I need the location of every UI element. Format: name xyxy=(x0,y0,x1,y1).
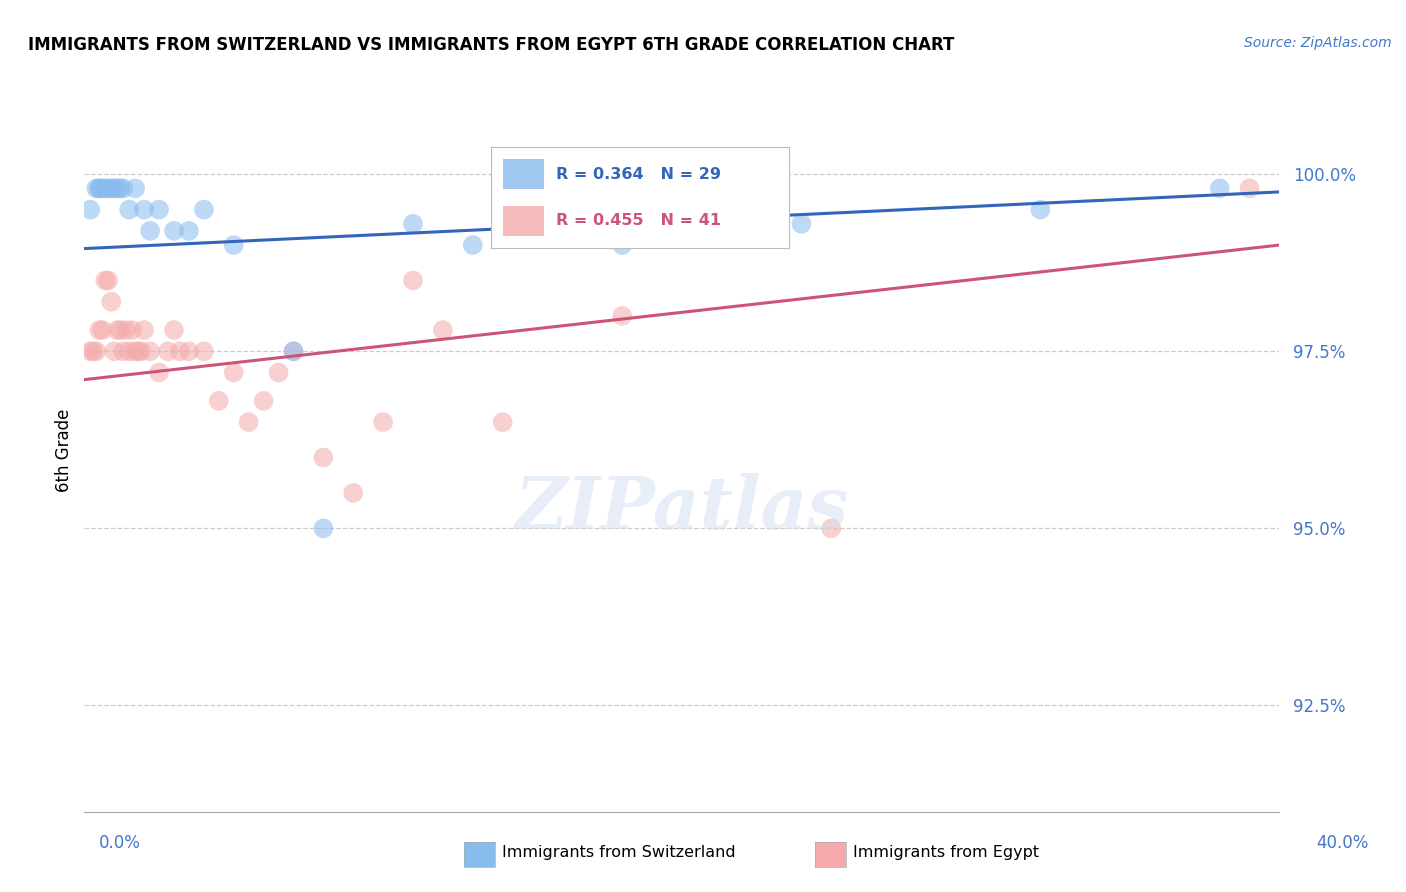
Point xyxy=(105,181,128,195)
Point xyxy=(110,181,132,195)
Y-axis label: 6th Grade: 6th Grade xyxy=(55,409,73,492)
Text: Source: ZipAtlas.com: Source: ZipAtlas.com xyxy=(1244,36,1392,50)
Point xyxy=(612,238,634,252)
Point xyxy=(112,181,135,195)
Point xyxy=(100,294,122,309)
Point xyxy=(115,323,138,337)
Point xyxy=(132,323,156,337)
Text: Immigrants from Switzerland: Immigrants from Switzerland xyxy=(502,846,735,860)
Point xyxy=(91,181,114,195)
Point xyxy=(110,323,132,337)
Text: 0.0%: 0.0% xyxy=(98,834,141,852)
Point xyxy=(129,344,152,359)
Point xyxy=(208,393,231,408)
Point xyxy=(132,202,156,217)
Point xyxy=(89,181,111,195)
Point xyxy=(163,323,186,337)
Point xyxy=(94,273,117,287)
Point xyxy=(177,224,200,238)
Point xyxy=(461,238,484,252)
Point xyxy=(97,273,120,287)
Text: ZIPatlas: ZIPatlas xyxy=(515,473,849,544)
Point xyxy=(163,224,186,238)
Point xyxy=(373,415,395,429)
Point xyxy=(89,181,111,195)
Text: Immigrants from Egypt: Immigrants from Egypt xyxy=(853,846,1039,860)
Point xyxy=(89,323,111,337)
Point xyxy=(492,415,515,429)
Point xyxy=(79,202,101,217)
Point xyxy=(118,202,141,217)
Point xyxy=(177,344,200,359)
Point xyxy=(267,366,290,380)
Point xyxy=(193,344,215,359)
Point xyxy=(312,521,335,535)
Point xyxy=(82,344,104,359)
Point xyxy=(86,181,108,195)
Point xyxy=(169,344,191,359)
Text: 40.0%: 40.0% xyxy=(1316,834,1369,852)
Point xyxy=(121,323,143,337)
Point xyxy=(222,238,245,252)
Point xyxy=(139,224,162,238)
Text: IMMIGRANTS FROM SWITZERLAND VS IMMIGRANTS FROM EGYPT 6TH GRADE CORRELATION CHART: IMMIGRANTS FROM SWITZERLAND VS IMMIGRANT… xyxy=(28,36,955,54)
Point xyxy=(193,202,215,217)
Point xyxy=(790,217,813,231)
Point xyxy=(139,344,162,359)
Point xyxy=(432,323,454,337)
Point xyxy=(124,181,146,195)
Point xyxy=(342,486,364,500)
Point xyxy=(283,344,305,359)
Point xyxy=(820,521,842,535)
Point xyxy=(127,344,149,359)
Point xyxy=(91,323,114,337)
Point xyxy=(222,366,245,380)
Point xyxy=(79,344,101,359)
Point xyxy=(1209,181,1232,195)
Point xyxy=(148,202,170,217)
Point xyxy=(402,217,425,231)
Point xyxy=(1029,202,1052,217)
Point xyxy=(312,450,335,465)
Point xyxy=(112,344,135,359)
Point xyxy=(1239,181,1261,195)
Point xyxy=(402,273,425,287)
Point xyxy=(283,344,305,359)
Point xyxy=(97,181,120,195)
Point xyxy=(253,393,276,408)
Point xyxy=(86,344,108,359)
Point xyxy=(103,181,125,195)
Point xyxy=(118,344,141,359)
Point xyxy=(103,344,125,359)
Point xyxy=(157,344,180,359)
Point xyxy=(148,366,170,380)
Point xyxy=(124,344,146,359)
Point xyxy=(105,323,128,337)
Point xyxy=(612,309,634,323)
Point xyxy=(94,181,117,195)
Point xyxy=(238,415,260,429)
Point xyxy=(100,181,122,195)
